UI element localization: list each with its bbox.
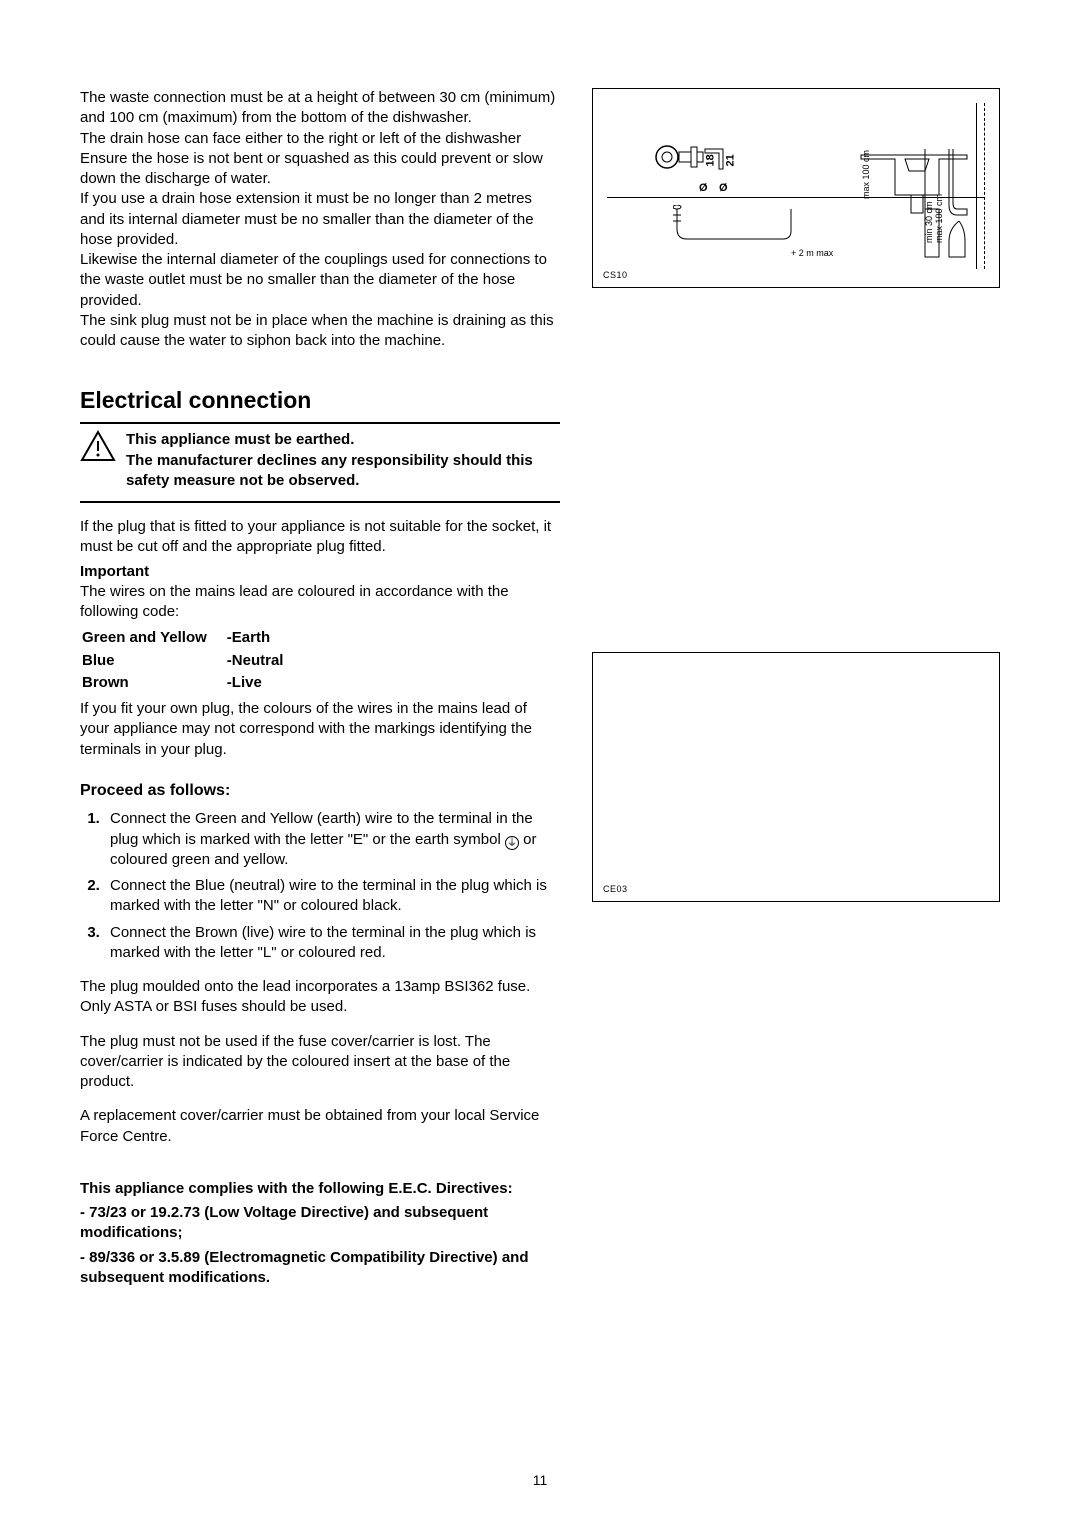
wire-colour-table: Green and Yellow -Earth Blue -Neutral Br… (80, 626, 285, 695)
wire-meaning: -Live (227, 673, 284, 693)
wire-colour: Green and Yellow (82, 628, 225, 648)
dim-label: 18 (704, 154, 719, 166)
proceed-heading: Proceed as follows: (80, 780, 560, 802)
list-item: Connect the Blue (neutral) wire to the t… (104, 876, 560, 917)
warning-box: This appliance must be earthed. The manu… (80, 424, 560, 501)
compliance-line: This appliance complies with the followi… (80, 1179, 560, 1199)
bracket-dots (984, 103, 985, 269)
dim-label: Ø (699, 181, 708, 196)
top-text-column: The waste connection must be at a height… (80, 88, 560, 351)
step-text: Connect the Green and Yellow (earth) wir… (110, 810, 533, 847)
paragraph: The waste connection must be at a height… (80, 88, 560, 129)
paragraph: The plug moulded onto the lead incorpora… (80, 977, 560, 1018)
paragraph: The sink plug must not be in place when … (80, 311, 560, 352)
inlet-icon (921, 145, 975, 265)
list-item: Connect the Green and Yellow (earth) wir… (104, 809, 560, 870)
earth-symbol-icon: ⏚ (505, 836, 519, 850)
table-row: Green and Yellow -Earth (82, 628, 283, 648)
compliance-line: - 89/336 or 3.5.89 (Electromagnetic Comp… (80, 1248, 560, 1289)
top-diagram-column: 18 21 Ø Ø + 2 m max max 100 cm min 30 cm… (592, 88, 1000, 351)
compliance-block: This appliance complies with the followi… (80, 1179, 560, 1288)
warning-line: The manufacturer declines any responsibi… (126, 452, 533, 489)
compliance-line: - 73/23 or 19.2.73 (Low Voltage Directiv… (80, 1203, 560, 1244)
wire-meaning: -Neutral (227, 651, 284, 671)
warning-line: This appliance must be earthed. (126, 431, 354, 448)
plug-diagram: CE03 (592, 652, 1000, 902)
table-row: Blue -Neutral (82, 651, 283, 671)
steps-list: Connect the Green and Yellow (earth) wir… (80, 809, 560, 963)
dim-label: max 100 cm (860, 150, 872, 199)
dim-label: 21 (724, 154, 739, 166)
paragraph: If you use a drain hose extension it mus… (80, 189, 560, 250)
paragraph: The drain hose can face either to the ri… (80, 129, 560, 149)
paragraph: A replacement cover/carrier must be obta… (80, 1106, 560, 1147)
divider (80, 501, 560, 503)
important-label: Important (80, 562, 560, 582)
dim-label: Ø (719, 181, 728, 196)
warning-icon (80, 430, 116, 468)
electrical-text-column: This appliance must be earthed. The manu… (80, 422, 560, 1288)
paragraph: The wires on the mains lead are coloured… (80, 582, 560, 623)
diagram-code: CS10 (603, 269, 628, 281)
paragraph: Ensure the hose is not bent or squashed … (80, 149, 560, 190)
drain-diagram: 18 21 Ø Ø + 2 m max max 100 cm min 30 cm… (592, 88, 1000, 288)
diagram-code: CE03 (603, 883, 628, 895)
page-number: 11 (0, 1471, 1080, 1490)
paragraph: Likewise the internal diameter of the co… (80, 250, 560, 311)
dim-label: + 2 m max (791, 247, 833, 259)
paragraph: If you fit your own plug, the colours of… (80, 699, 560, 760)
wire-meaning: -Earth (227, 628, 284, 648)
warning-text: This appliance must be earthed. The manu… (126, 430, 560, 491)
bracket-line (976, 103, 977, 269)
top-section: The waste connection must be at a height… (80, 88, 1000, 351)
list-item: Connect the Brown (live) wire to the ter… (104, 923, 560, 964)
electrical-diagram-column: CE03 (592, 422, 1000, 1288)
paragraph: If the plug that is fitted to your appli… (80, 517, 560, 558)
paragraph: The plug must not be used if the fuse co… (80, 1032, 560, 1093)
wire-colour: Blue (82, 651, 225, 671)
wire-colour: Brown (82, 673, 225, 693)
electrical-heading: Electrical connection (80, 385, 1000, 416)
table-row: Brown -Live (82, 673, 283, 693)
